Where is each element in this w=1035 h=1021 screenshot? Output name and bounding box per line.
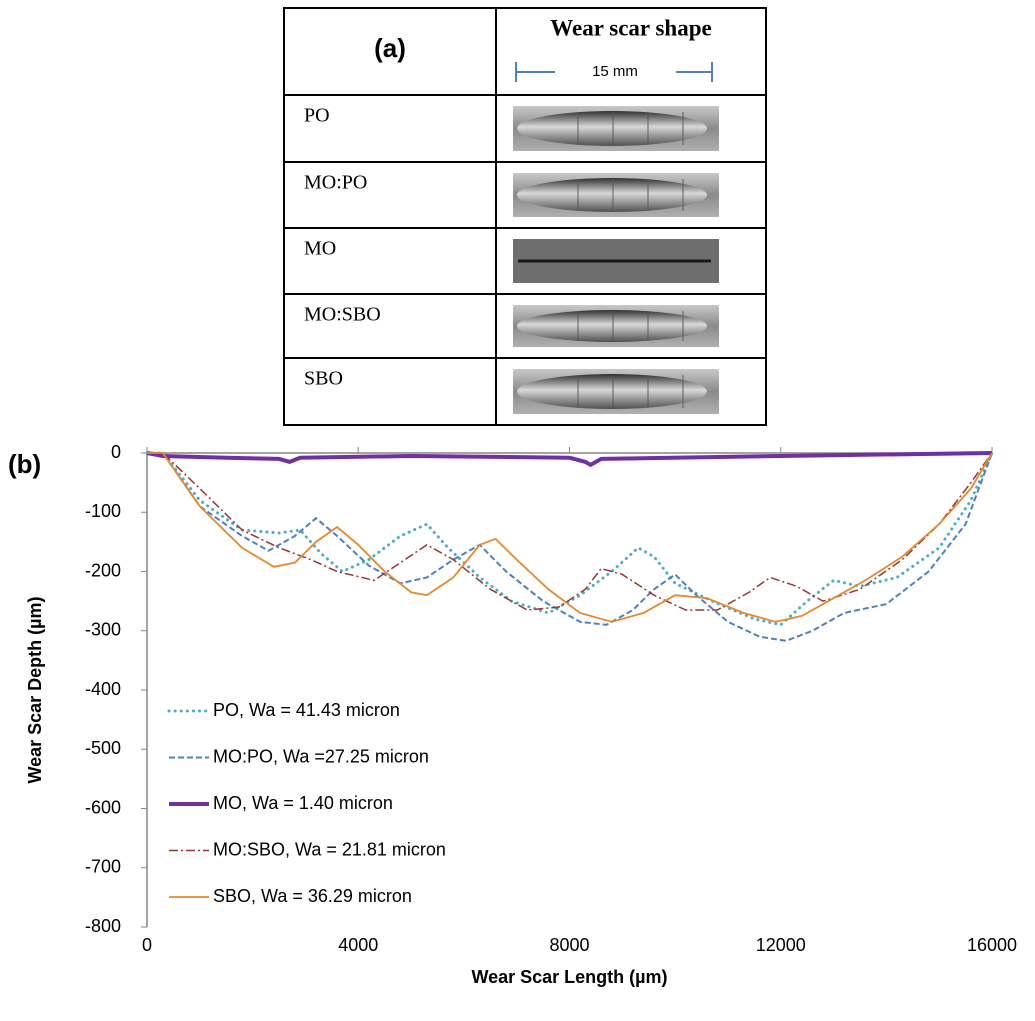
table-header: (a)	[374, 33, 406, 63]
legend-label: SBO, Wa = 36.29 micron	[213, 886, 412, 906]
y-tick-label: -200	[85, 560, 121, 580]
scar-image	[517, 111, 707, 146]
row-label: MO	[304, 238, 336, 260]
x-tick-label: 8000	[549, 935, 589, 955]
data-line	[147, 452, 993, 623]
y-tick-label: -500	[85, 738, 121, 758]
x-tick-label: 4000	[338, 935, 378, 955]
scar-image	[517, 374, 707, 409]
y-tick-label: -300	[85, 620, 121, 640]
table-header: Wear scar shape	[550, 15, 711, 40]
legend-label: PO, Wa = 41.43 micron	[213, 700, 400, 720]
row-label: PO	[304, 105, 330, 127]
table: (a) Wear scar shape 15 mm	[283, 7, 767, 426]
row-label: MO:SBO	[304, 304, 381, 326]
y-axis-title: Wear Scar Depth (µm)	[25, 596, 45, 783]
data-line	[147, 452, 993, 642]
y-tick-label: 0	[111, 442, 121, 462]
scale-label: 15 mm	[592, 63, 638, 80]
y-tick-label: -400	[85, 679, 121, 699]
legend-label: MO:PO, Wa =27.25 micron	[213, 746, 429, 766]
y-tick-label: -600	[85, 797, 121, 817]
table-border	[283, 7, 767, 426]
scar-image	[517, 178, 707, 212]
data-line	[145, 451, 994, 627]
panel-label: (b)	[8, 449, 41, 479]
scar-image	[517, 310, 707, 342]
legend-label: MO, Wa = 1.40 micron	[213, 793, 393, 813]
y-tick-label: -100	[85, 501, 121, 521]
legend-label: MO:SBO, Wa = 21.81 micron	[213, 839, 446, 859]
row-label: SBO	[304, 368, 343, 390]
x-tick-label: 12000	[756, 935, 806, 955]
data-line	[146, 451, 993, 468]
x-tick-label: 16000	[967, 935, 1017, 955]
x-tick-label: 0	[142, 935, 152, 955]
x-axis-title: Wear Scar Length (µm)	[471, 967, 667, 987]
y-tick-label: -700	[85, 857, 121, 877]
row-label: MO:PO	[304, 172, 367, 194]
y-tick-label: -800	[85, 916, 121, 936]
